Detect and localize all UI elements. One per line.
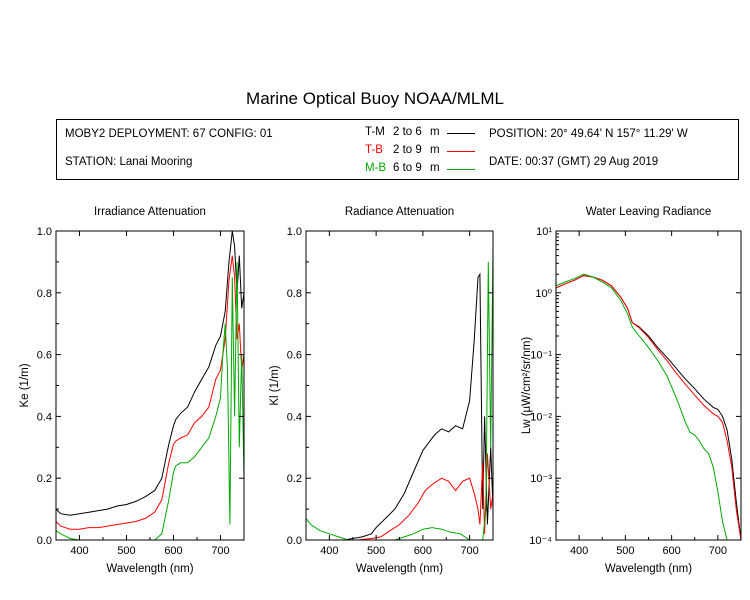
y-tick-label: 10¹ bbox=[536, 226, 552, 238]
legend-mb-unit: m bbox=[430, 162, 440, 174]
y-tick-label: 0.8 bbox=[37, 288, 52, 300]
x-tick-label: 500 bbox=[117, 545, 135, 557]
chart-panel-1: 400 500 600 700 0.0 0.2 0.4 0.6 0.8 1.0 Irradiance… bbox=[19, 206, 245, 575]
legend-tm-range: 2 to 6 bbox=[393, 126, 422, 138]
x-tick-label: 600 bbox=[662, 545, 680, 557]
series-line-2 bbox=[56, 255, 244, 530]
y-tick-label: 10⁻² bbox=[530, 411, 552, 423]
chart-title: Radiance Attenuation bbox=[345, 206, 454, 218]
legend-tb-line bbox=[447, 151, 475, 152]
legend-tm-code: T-M bbox=[365, 126, 385, 138]
x-tick-label: 700 bbox=[211, 545, 229, 557]
chart-main-title: Marine Optical Buoy NOAA/MLML bbox=[246, 89, 504, 108]
x-tick-label: 500 bbox=[367, 545, 385, 557]
station-text: STATION: Lanai Mooring bbox=[65, 156, 193, 168]
x-axis-label: Wavelength (nm) bbox=[605, 563, 692, 575]
legend-mb-code: M-B bbox=[365, 162, 387, 174]
x-axis-label: Wavelength (nm) bbox=[356, 563, 443, 575]
plot-frame bbox=[555, 230, 742, 541]
x-tick-label: 500 bbox=[616, 545, 634, 557]
legend-tb-unit: m bbox=[430, 144, 440, 156]
y-tick-label: 0.0 bbox=[37, 535, 52, 547]
y-axis-label: Ke (1/m) bbox=[19, 363, 31, 407]
y-tick-label: 10⁻¹ bbox=[530, 350, 552, 362]
chart-panel-2: 400 500 600 700 0.0 0.2 0.4 0.6 0.8 1.0 Radiance A… bbox=[269, 206, 494, 575]
y-tick-label: 10⁰ bbox=[535, 288, 552, 300]
chart-title: Water Leaving Radiance bbox=[586, 206, 712, 218]
y-tick-label: 0.0 bbox=[287, 535, 302, 547]
y-tick-label: 10⁻⁴ bbox=[529, 535, 552, 547]
y-tick-label: 0.2 bbox=[37, 473, 52, 485]
y-tick-label: 0.4 bbox=[287, 411, 302, 423]
legend-mb-range: 6 to 9 bbox=[393, 162, 422, 174]
y-axis-label: Kl (1/m) bbox=[269, 365, 281, 405]
position-text: POSITION: 20° 49.64' N 157° 11.29' W bbox=[489, 128, 688, 140]
series-line-1 bbox=[306, 272, 493, 540]
y-tick-label: 0.8 bbox=[287, 288, 302, 300]
series-line-1 bbox=[56, 231, 244, 516]
date-text: DATE: 00:37 (GMT) 29 Aug 2019 bbox=[489, 156, 659, 168]
legend-mb-line bbox=[447, 169, 475, 170]
y-axis-label: Lw (µW/cm²/sr/nm) bbox=[521, 337, 533, 435]
info-box: MOBY2 DEPLOYMENT: 67 CONFIG: 01 STATION:… bbox=[56, 119, 739, 180]
chart-panel-3: 400 500 600 700 10⁻⁴ 10⁻³ 10⁻² 10⁻¹ 10⁰ 10¹ Water … bbox=[521, 206, 742, 575]
x-tick-label: 600 bbox=[164, 545, 182, 557]
x-tick-label: 700 bbox=[460, 545, 478, 557]
series-line-1 bbox=[556, 275, 741, 540]
legend-tb-range: 2 to 9 bbox=[393, 144, 422, 156]
x-tick-label: 700 bbox=[709, 545, 727, 557]
y-tick-label: 0.6 bbox=[37, 350, 52, 362]
deployment-text: MOBY2 DEPLOYMENT: 67 CONFIG: 01 bbox=[65, 128, 273, 140]
x-tick-label: 400 bbox=[70, 545, 88, 557]
y-tick-label: 0.2 bbox=[287, 473, 302, 485]
series-line-3 bbox=[56, 261, 244, 540]
chart-title: Irradiance Attenuation bbox=[94, 206, 206, 218]
y-tick-label: 0.4 bbox=[37, 411, 52, 423]
y-tick-label: 10⁻³ bbox=[530, 473, 552, 485]
x-tick-label: 400 bbox=[570, 545, 588, 557]
legend-tm-unit: m bbox=[430, 126, 440, 138]
series-line-3 bbox=[306, 246, 493, 540]
x-axis-label: Wavelength (nm) bbox=[106, 563, 193, 575]
y-tick-label: 1.0 bbox=[37, 226, 52, 238]
y-tick-label: 0.6 bbox=[287, 350, 302, 362]
x-tick-label: 400 bbox=[320, 545, 338, 557]
y-tick-label: 1.0 bbox=[287, 226, 302, 238]
series-line-2 bbox=[306, 453, 493, 540]
series-line-3 bbox=[556, 273, 728, 540]
legend-tm-line bbox=[447, 133, 475, 134]
legend-tb-code: T-B bbox=[365, 144, 383, 156]
x-tick-label: 600 bbox=[414, 545, 432, 557]
plot-frame bbox=[305, 230, 494, 541]
